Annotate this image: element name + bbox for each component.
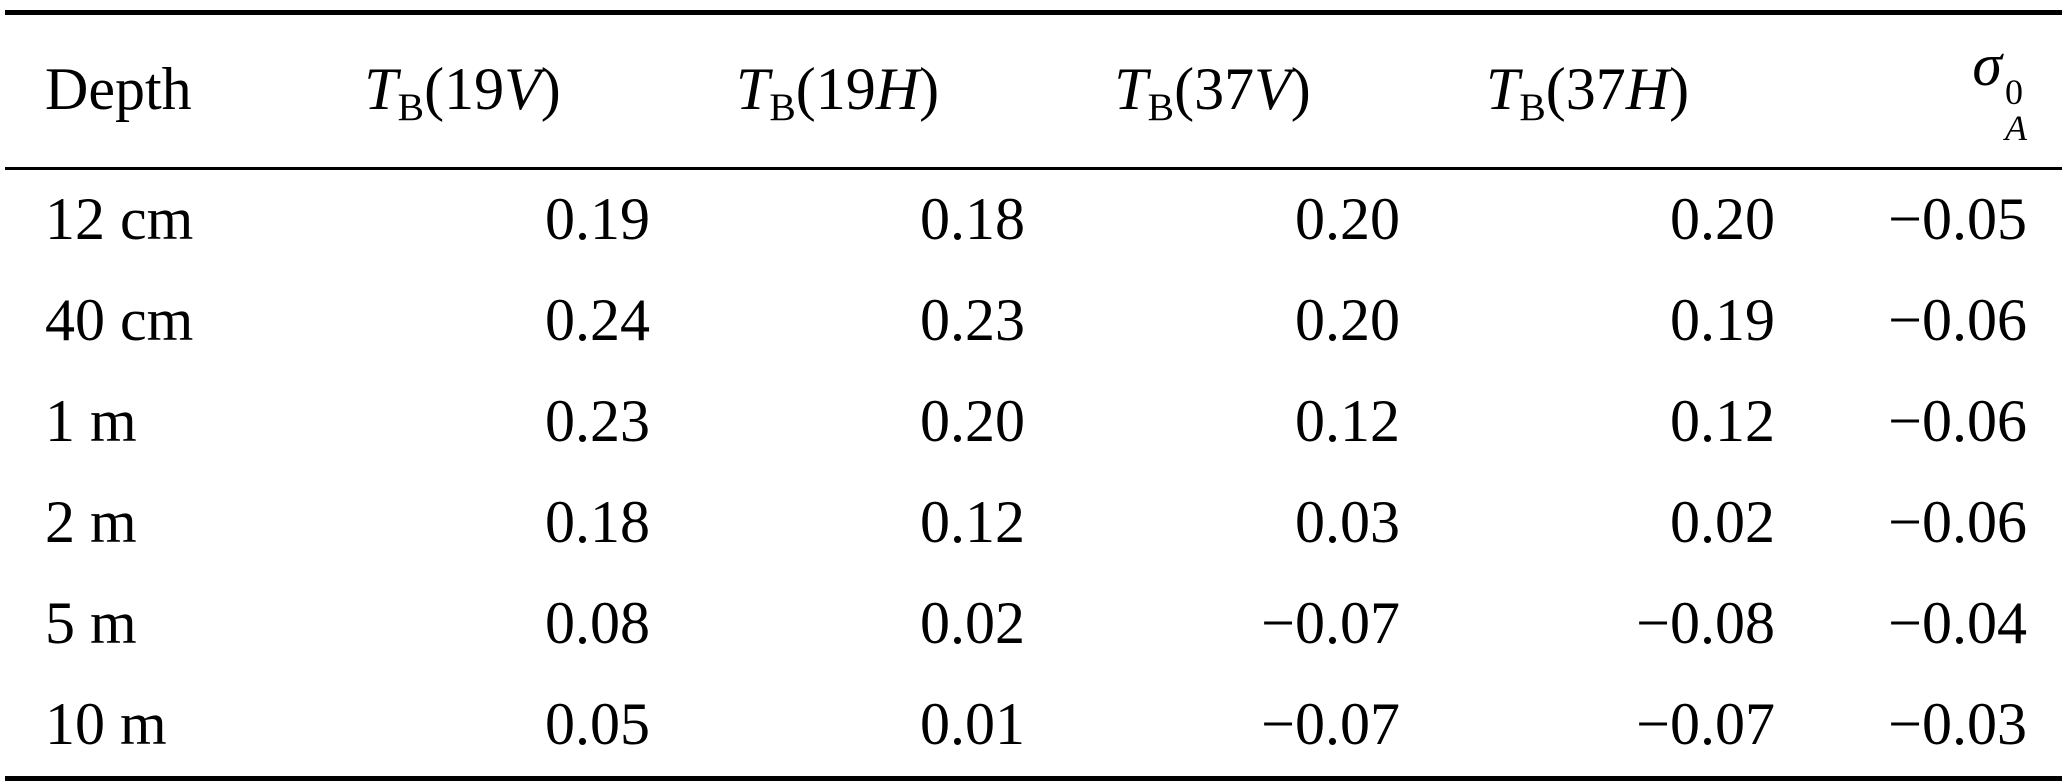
cell-value: 0.19	[545, 186, 650, 253]
cell-value: −0.08	[1636, 590, 1775, 657]
cell-value: −0.07	[1636, 691, 1775, 758]
cell-depth: 5 m	[45, 590, 137, 657]
table-row: 5 m 0.08 0.02 −0.07 −0.08 −0.04	[5, 574, 2062, 675]
tb-symbol: T	[1114, 55, 1148, 122]
polarization-label: V	[1254, 55, 1291, 122]
col-header-depth: Depth	[5, 12, 275, 171]
cell-value: −0.06	[1888, 287, 2027, 354]
cell-value: −0.04	[1888, 590, 2027, 657]
tb-subscript: B	[1147, 84, 1175, 129]
tb-symbol: T	[735, 55, 770, 122]
paren-open: (	[1174, 55, 1195, 122]
sigma-subscript: A	[2005, 108, 2027, 149]
cell-value: −0.06	[1888, 489, 2027, 556]
cell-value: 0.20	[920, 388, 1025, 455]
tb-symbol: T	[1485, 55, 1520, 122]
cell-value: 0.12	[1670, 388, 1775, 455]
sigma-superscript: 0	[2005, 71, 2023, 112]
tb-subscript: B	[1519, 84, 1546, 129]
polarization-label: V	[504, 55, 541, 122]
tb-subscript: B	[397, 84, 425, 129]
cell-value: 0.03	[1295, 489, 1400, 556]
col-header-tb19v: TB(19V)	[275, 12, 650, 171]
depth-header-label: Depth	[45, 55, 192, 122]
tb-symbol: T	[364, 55, 398, 122]
polarization-label: H	[1625, 55, 1670, 122]
frequency-label: 19	[444, 55, 505, 122]
frequency-label: 19	[815, 55, 876, 122]
cell-value: 0.02	[920, 590, 1025, 657]
cell-depth: 40 cm	[45, 287, 194, 354]
paren-close: )	[1669, 55, 1690, 122]
paren-open: (	[424, 55, 445, 122]
cell-value: −0.06	[1888, 388, 2027, 455]
table-row: 10 m 0.05 0.01 −0.07 −0.07 −0.03	[5, 675, 2062, 779]
cell-value: 0.24	[545, 287, 650, 354]
cell-value: 0.19	[1670, 287, 1775, 354]
cell-depth: 12 cm	[45, 186, 194, 253]
table-row: 2 m 0.18 0.12 0.03 0.02 −0.06	[5, 473, 2062, 574]
table-body: 12 cm 0.19 0.18 0.20 0.20 −0.05 40 cm 0.…	[5, 169, 2062, 779]
cell-value: 0.12	[1295, 388, 1400, 455]
cell-value: 0.20	[1295, 186, 1400, 253]
polarization-label: H	[875, 55, 920, 122]
cell-depth: 10 m	[45, 691, 167, 758]
paren-close: )	[540, 55, 561, 122]
cell-value: −0.07	[1261, 691, 1400, 758]
cell-value: 0.18	[545, 489, 650, 556]
cell-value: −0.05	[1888, 186, 2027, 253]
paren-open: (	[795, 55, 816, 122]
table-row: 1 m 0.23 0.20 0.12 0.12 −0.06	[5, 372, 2062, 473]
col-header-tb19h: TB(19H)	[650, 12, 1025, 171]
cell-depth: 2 m	[45, 489, 137, 556]
cell-value: 0.02	[1670, 489, 1775, 556]
paren-open: (	[1545, 55, 1566, 122]
cell-value: 0.20	[1295, 287, 1400, 354]
frequency-label: 37	[1565, 55, 1626, 122]
cell-value: −0.03	[1888, 691, 2027, 758]
cell-value: 0.01	[920, 691, 1025, 758]
table-row: 12 cm 0.19 0.18 0.20 0.20 −0.05	[5, 169, 2062, 272]
cell-value: 0.05	[545, 691, 650, 758]
cell-value: 0.20	[1670, 186, 1775, 253]
col-header-tb37v: TB(37V)	[1025, 12, 1400, 171]
cell-value: 0.12	[920, 489, 1025, 556]
cell-value: 0.23	[545, 388, 650, 455]
cell-value: −0.07	[1261, 590, 1400, 657]
paren-close: )	[919, 55, 940, 122]
paren-close: )	[1290, 55, 1311, 122]
cell-value: 0.18	[920, 186, 1025, 253]
cell-value: 0.08	[545, 590, 650, 657]
sigma-symbol: σ	[1972, 32, 2002, 98]
tb-subscript: B	[769, 84, 796, 129]
cell-value: 0.23	[920, 287, 1025, 354]
frequency-label: 37	[1194, 55, 1255, 122]
col-header-tb37h: TB(37H)	[1400, 12, 1775, 171]
table-row: 40 cm 0.24 0.23 0.20 0.19 −0.06	[5, 271, 2062, 372]
cell-depth: 1 m	[45, 388, 137, 455]
